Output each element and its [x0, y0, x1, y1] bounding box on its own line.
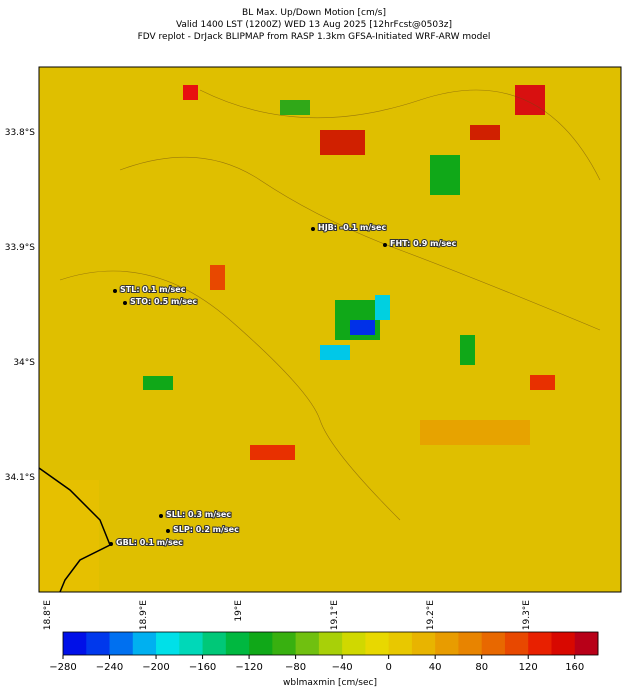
colorbar-segment — [156, 632, 180, 655]
colorbar-segment — [202, 632, 227, 655]
colorbar-tick-label: −120 — [235, 662, 262, 673]
lon-label: 19.1°E — [330, 600, 340, 631]
colorbar-segment — [388, 632, 413, 655]
lon-label: 18.9°E — [139, 600, 149, 631]
colorbar-segment — [481, 632, 506, 655]
station-dot — [113, 289, 117, 293]
colorbar-tick-label: −40 — [332, 662, 353, 673]
station-label: HJB: -0.1 m/sec — [318, 223, 386, 232]
lon-label: 18.8°E — [43, 600, 53, 631]
colorbar-frame — [62, 631, 599, 656]
colorbar-segment — [179, 632, 204, 655]
station-label: GBL: 0.1 m/sec — [116, 538, 183, 547]
colorbar-tick-label: 40 — [429, 662, 442, 673]
station-dot — [166, 529, 170, 533]
lat-label: 33.8°S — [5, 128, 36, 138]
colorbar-tick-label: 80 — [475, 662, 488, 673]
subtitle: Valid 1400 LST (1200Z) WED 13 Aug 2025 [… — [176, 20, 452, 30]
colorbar-label: wblmaxmin [cm/sec] — [283, 678, 377, 688]
colorbar-tick-label: −200 — [142, 662, 169, 673]
lat-label: 34.1°S — [5, 473, 36, 483]
map-field — [38, 66, 622, 593]
station-label: FHT: 0.9 m/sec — [390, 239, 457, 248]
lat-label: 34°S — [13, 358, 35, 368]
colorbar-segment — [295, 632, 320, 655]
station-label: STO: 0.5 m/sec — [130, 297, 197, 306]
colorbar-segment — [132, 632, 157, 655]
colorbar-segment — [458, 632, 483, 655]
colorbar-segment — [318, 632, 343, 655]
colorbar-tick-label: 160 — [565, 662, 584, 673]
colorbar-tick-label: −80 — [285, 662, 306, 673]
station-label: SLP: 0.2 m/sec — [173, 525, 239, 534]
colorbar-segment — [528, 632, 552, 655]
colorbar-segment — [504, 632, 529, 655]
colorbar-segment — [86, 632, 111, 655]
stations: HJB: -0.1 m/sec FHT: 0.9 m/sec STL: 0.1 m/… — [109, 222, 458, 548]
colorbar-segment — [249, 632, 273, 655]
colorbar-segment — [225, 632, 250, 655]
station-dot — [123, 301, 127, 305]
colorbar-segment — [63, 632, 87, 655]
colorbar-tick-label: −240 — [96, 662, 123, 673]
colorbar-tick-label: −160 — [189, 662, 216, 673]
colorbar-segment — [109, 632, 134, 655]
lon-label: 19.2°E — [426, 600, 436, 631]
source: FDV replot - DrJack BLIPMAP from RASP 1.… — [138, 32, 491, 42]
lat-label: 33.9°S — [5, 243, 36, 253]
station-dot — [311, 227, 315, 231]
colorbar-segment — [272, 632, 297, 655]
colorbar-segment — [551, 632, 576, 655]
colorbar-tick-label: −280 — [49, 662, 76, 673]
colorbar-segment — [411, 632, 436, 655]
station-dot — [159, 514, 163, 518]
lon-label: 19°E — [234, 600, 244, 622]
colorbar-segment — [574, 632, 599, 655]
station-label: SLL: 0.3 m/sec — [166, 510, 231, 519]
station-dot — [109, 542, 113, 546]
title: BL Max. Up/Down Motion [cm/s] — [242, 8, 386, 18]
colorbar-segment — [365, 632, 390, 655]
colorbar-segment — [435, 632, 459, 655]
colorbar-tick-label: 0 — [385, 662, 391, 673]
colorbar-segment — [342, 632, 366, 655]
station-label: STL: 0.1 m/sec — [120, 285, 186, 294]
colorbar-tick-label: 120 — [519, 662, 538, 673]
station-dot — [383, 243, 387, 247]
lon-label: 19.3°E — [522, 600, 532, 631]
